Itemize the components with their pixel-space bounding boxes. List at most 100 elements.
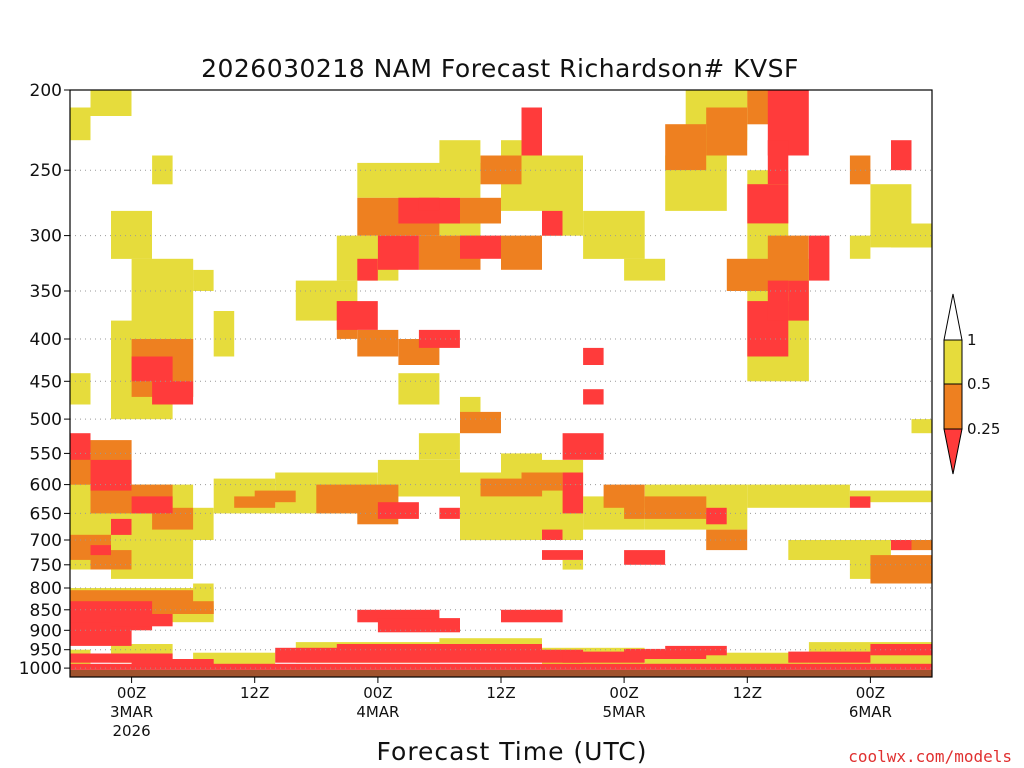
x-tick-label: 12Z [240,684,269,702]
ri-cell-high [849,235,871,259]
ri-cell-high [439,140,481,171]
ri-cell-low [70,433,91,460]
ri-cell-low [891,540,912,551]
ri-cell-low [542,550,583,560]
ri-cell-low [111,614,173,627]
ri-cell-mid [870,555,932,584]
ri-cell-high [624,258,666,281]
ri-cell-low [542,529,563,540]
ri-cell-low [501,32,542,52]
y-tick-label: 850 [30,601,62,621]
ri-cell-low [111,518,132,535]
ri-cell-low [788,280,809,321]
ri-cell-mid [501,235,542,270]
ri-cell-low [460,235,501,259]
site-credit[interactable]: coolwx.com/models [848,747,1012,766]
ri-cell-low [583,389,604,405]
ri-cell-low [849,496,871,508]
ri-cell-mid [480,155,522,185]
ri-cell-high [70,107,91,141]
ri-cell-mid [521,472,563,491]
y-axis: 200 250 300 350 400 450 500 550 600 650 700 750 8008… [19,81,70,679]
ri-cell-low [131,496,173,514]
ri-cell-mid [193,605,214,614]
y-tick-label: 750 [30,556,62,576]
y-tick-label: 300 [30,227,62,247]
ri-cell-low [377,618,460,633]
surface-band [70,669,932,677]
ri-cell-low [562,484,584,514]
ri-cell-low [377,235,419,270]
legend-arrow-low [943,428,963,475]
x-tick-label: 00Z [117,684,146,702]
ri-cell-low [747,184,789,224]
ri-cell-mid [706,107,748,156]
ri-cell-mid [357,329,399,357]
legend-label-0.5: 0.5 [967,375,991,393]
x-tick-label: 2026 [113,722,151,740]
ri-cell-high [849,490,932,503]
ri-cell-high [213,311,235,357]
x-tick-label: 4MAR [356,703,399,721]
legend: 1 0.5 0.25 [943,293,1000,475]
x-axis-label: Forecast Time (UTC) [377,737,648,766]
x-tick-label: 12Z [733,684,762,702]
y-tick-label: 450 [30,372,62,392]
ri-cell-low [357,258,378,281]
ri-cell-high [193,583,214,588]
ri-cell-high [152,155,173,185]
ri-cell-low [891,140,912,171]
legend-arrow-top [943,293,963,341]
y-tick-label: 950 [30,641,62,661]
ri-cell-low [808,235,830,281]
ri-cell-low [152,381,194,405]
ri-cell-high [726,90,748,108]
legend-swatch-high [943,339,963,385]
ri-cell-low [624,648,707,659]
ri-cell-low [377,502,419,519]
ri-cell-low [562,651,645,663]
ri-cell-low [131,356,173,382]
y-tick-label: 1000 [19,659,62,679]
ri-cell-low [562,472,584,485]
ri-cell-low [70,663,932,670]
ri-cell-low [90,459,132,491]
x-tick-label: 3MAR [110,703,153,721]
y-tick-label: 200 [30,81,62,101]
ri-cell-low [788,651,871,663]
ri-cell-low [767,140,789,185]
ri-cell-low [336,644,542,654]
ri-cell-mid [460,411,501,434]
x-tick-label: 12Z [486,684,515,702]
ri-cell-high [193,269,214,291]
y-tick-label: 400 [30,330,62,350]
x-tick-label: 5MAR [603,703,646,721]
x-tick-label: 6MAR [849,703,892,721]
y-tick-label: 500 [30,410,62,430]
ri-cell-high [70,373,91,405]
ri-cell-low [336,301,378,330]
y-tick-label: 650 [30,504,62,524]
y-tick-label: 900 [30,621,62,641]
ri-cell-high [747,484,850,508]
ri-cell-low [418,329,460,348]
ri-cell-low [624,550,666,565]
ri-cell-mid [254,490,296,503]
ri-cell-low [870,644,932,656]
ri-cell-high [562,560,584,570]
ri-cell-mid [665,124,707,171]
ri-cell-high [90,90,132,116]
plot-area [70,32,932,677]
ri-cell-mid [644,496,707,519]
y-tick-label: 350 [30,282,62,302]
ri-cell-low [70,622,132,646]
chart-title: 2026030218 NAM Forecast Richardson# KVSF [201,54,799,83]
heatmap-cells [70,32,932,670]
x-tick-label: 00Z [856,684,885,702]
ri-cell-high [788,540,891,560]
y-tick-label: 800 [30,579,62,599]
ri-cell-high [911,419,932,434]
legend-swatch-mid [943,383,963,430]
